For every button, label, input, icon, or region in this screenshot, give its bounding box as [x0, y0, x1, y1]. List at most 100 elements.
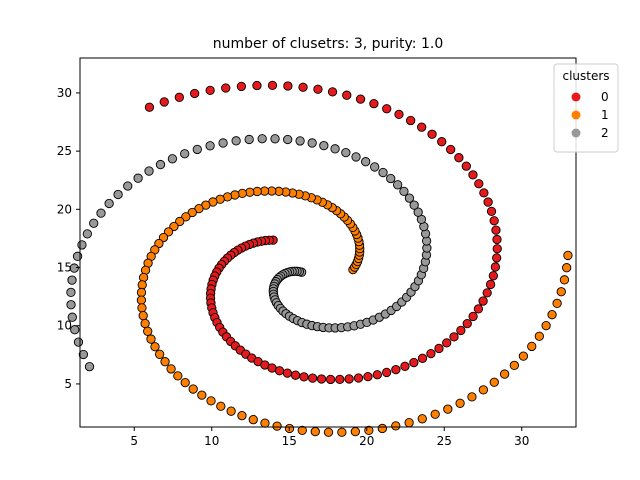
- data-point-series-0: [299, 372, 309, 382]
- data-point-series-2: [78, 349, 89, 360]
- data-point-series-2: [180, 149, 190, 159]
- data-point-series-0: [449, 332, 459, 342]
- data-point-series-0: [468, 311, 478, 322]
- y-tick-label: 15: [57, 261, 72, 275]
- data-point-series-0: [327, 87, 338, 97]
- x-axis: 5 10 15 20 25 30: [130, 427, 529, 448]
- data-point-series-2: [386, 173, 396, 184]
- legend-marker-0: [571, 92, 581, 102]
- data-point-series-2: [205, 141, 215, 151]
- data-point-series-0: [437, 137, 447, 147]
- data-point-series-1: [136, 295, 147, 305]
- legend-label-0: 0: [601, 90, 609, 104]
- data-point-series-0: [159, 97, 169, 107]
- data-point-series-1: [430, 409, 440, 419]
- data-point-series-0: [267, 80, 278, 91]
- data-point-series-0: [391, 364, 401, 375]
- data-point-series-0: [492, 253, 502, 263]
- data-point-series-0: [446, 144, 456, 155]
- data-point-series-2: [319, 140, 329, 151]
- data-point-series-0: [491, 225, 501, 235]
- data-point-series-2: [192, 144, 202, 155]
- data-point-series-1: [245, 187, 255, 197]
- data-point-series-1: [563, 250, 573, 261]
- data-point-series-1: [337, 427, 347, 437]
- data-point-series-0: [190, 88, 200, 99]
- data-point-series-0: [490, 262, 501, 272]
- data-point-series-1: [136, 287, 147, 298]
- data-point-series-1: [197, 390, 207, 400]
- legend-label-1: 1: [601, 108, 609, 122]
- data-point-series-2: [84, 361, 95, 372]
- data-point-series-2: [399, 186, 409, 197]
- data-point-series-0: [174, 92, 184, 102]
- data-point-series-0: [274, 366, 285, 376]
- data-point-series-2: [413, 207, 423, 217]
- x-tick-label: 10: [204, 434, 219, 448]
- legend-title: clusters: [562, 69, 609, 83]
- data-point-series-0: [462, 318, 472, 329]
- data-point-series-1: [138, 272, 149, 283]
- data-point-series-1: [155, 349, 165, 359]
- data-point-series-0: [474, 179, 484, 189]
- data-point-series-2: [144, 166, 154, 176]
- data-point-series-0: [355, 94, 366, 104]
- data-point-series-0: [426, 348, 436, 359]
- data-point-series-2: [123, 181, 133, 191]
- data-point-series-1: [137, 303, 147, 313]
- data-point-series-1: [150, 342, 160, 352]
- data-point-series-1: [180, 377, 190, 388]
- data-point-series-0: [409, 357, 419, 368]
- data-point-series-0: [363, 371, 373, 382]
- legend-marker-2: [571, 128, 581, 138]
- data-point-series-1: [534, 331, 544, 341]
- data-point-series-1: [443, 404, 453, 414]
- data-point-series-0: [405, 115, 416, 126]
- points-layer: [66, 80, 573, 437]
- legend-entries: 0 1 2: [571, 90, 609, 140]
- legend-box: [553, 63, 619, 153]
- data-point-series-0: [489, 216, 499, 226]
- data-point-series-0: [417, 353, 428, 363]
- data-point-series-1: [297, 425, 307, 436]
- data-point-series-0: [442, 338, 452, 348]
- data-point-series-2: [96, 208, 106, 218]
- data-point-series-2: [67, 312, 77, 322]
- data-point-series-0: [353, 373, 364, 383]
- data-point-series-0: [372, 370, 382, 380]
- data-point-series-0: [417, 122, 427, 132]
- data-point-series-1: [272, 421, 282, 431]
- data-point-series-0: [144, 102, 155, 112]
- data-point-series-0: [394, 109, 404, 120]
- y-tick-label: 25: [57, 144, 72, 158]
- data-point-series-1: [556, 287, 566, 297]
- data-point-series-1: [146, 334, 156, 344]
- data-point-series-2: [270, 134, 280, 144]
- data-point-series-1: [562, 263, 572, 273]
- data-point-series-1: [188, 384, 198, 394]
- data-point-series-0: [473, 304, 484, 314]
- data-point-series-1: [541, 320, 551, 331]
- data-point-series-2: [409, 200, 419, 210]
- data-point-series-1: [143, 326, 153, 336]
- data-point-series-2: [244, 134, 254, 145]
- y-tick-label: 10: [57, 319, 72, 333]
- data-point-series-2: [70, 325, 80, 335]
- legend-marker-1: [571, 110, 581, 120]
- data-point-series-1: [377, 423, 387, 434]
- data-point-series-0: [488, 271, 498, 281]
- data-point-series-1: [552, 298, 562, 308]
- data-point-series-2: [167, 154, 178, 164]
- data-point-series-2: [66, 300, 76, 310]
- data-point-series-2: [393, 180, 403, 190]
- data-point-series-0: [282, 368, 293, 378]
- data-point-series-1: [310, 426, 320, 437]
- x-tick-label: 25: [437, 434, 452, 448]
- data-point-series-0: [454, 153, 464, 163]
- data-point-series-1: [173, 371, 183, 381]
- data-point-series-1: [467, 392, 477, 402]
- data-point-series-1: [455, 398, 465, 408]
- data-point-series-0: [478, 296, 488, 306]
- data-point-series-0: [479, 188, 489, 198]
